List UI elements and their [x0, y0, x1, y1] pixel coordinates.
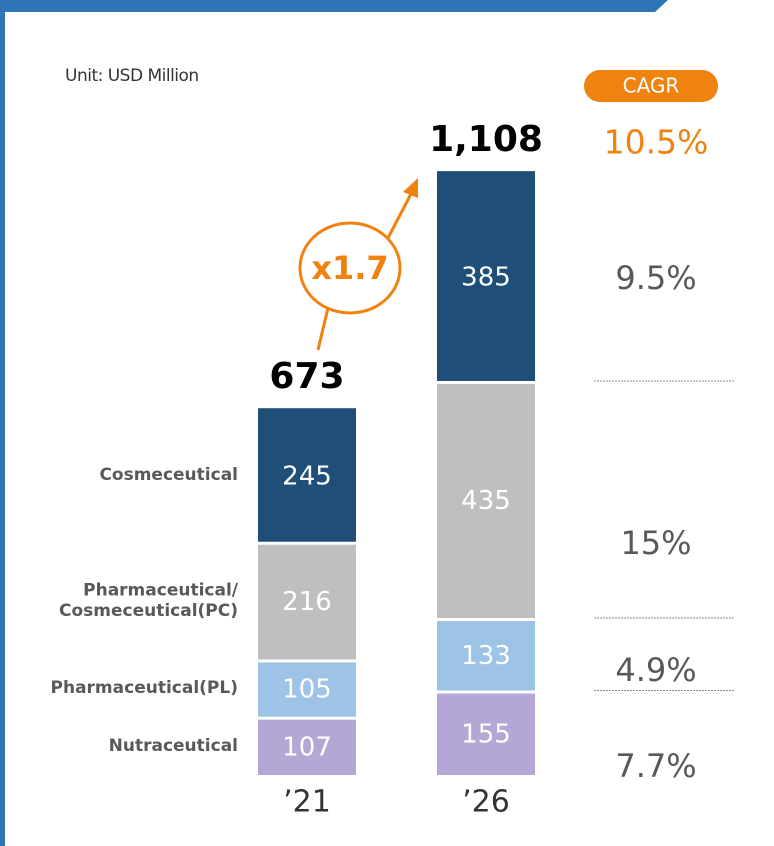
growth-circle: [298, 221, 402, 315]
bar-segment: [437, 171, 535, 381]
series-label: Nutraceutical: [109, 736, 238, 756]
bar-segment: [437, 693, 535, 775]
series-cagr: 15%: [620, 524, 691, 562]
series-label: Pharmaceutical(PL): [51, 678, 238, 698]
value-label: 105: [282, 675, 332, 705]
growth-label: x1.7: [311, 249, 388, 287]
bar-segment: [258, 544, 356, 660]
value-label: 133: [461, 641, 511, 671]
cagr-pill: [584, 70, 718, 102]
growth-arrowhead: [403, 178, 418, 198]
series-cagr: 4.9%: [615, 651, 696, 689]
series-cagr: 9.5%: [615, 259, 696, 297]
unit-label: Unit: USD Million: [65, 66, 199, 86]
value-label: 216: [282, 587, 332, 617]
value-label: 435: [461, 486, 511, 516]
total-cagr: 10.5%: [604, 123, 709, 162]
cagr-title: CAGR: [623, 74, 680, 98]
value-label: 155: [461, 719, 511, 749]
growth-arrow: [386, 191, 414, 239]
series-label: Cosmeceutical: [99, 465, 238, 485]
value-label: 385: [461, 263, 511, 293]
value-label: 245: [282, 461, 332, 491]
value-label: 107: [282, 732, 332, 762]
x-tick-label: ’26: [462, 785, 510, 820]
bar-segment: [437, 383, 535, 619]
x-tick-label: ’21: [283, 785, 331, 820]
bar-segment: [437, 621, 535, 691]
total-label: 673: [269, 356, 344, 397]
growth-arrow: [316, 307, 330, 351]
bar-segment: [258, 662, 356, 717]
series-cagr: 7.7%: [615, 747, 696, 785]
header-bar: [3, 0, 668, 12]
frame-left: [0, 0, 5, 846]
bar-segment: [258, 719, 356, 775]
bar-segment: [258, 408, 356, 542]
series-label: Pharmaceutical/Cosmeceutical(PC): [59, 580, 239, 620]
total-label: 1,108: [429, 119, 543, 160]
